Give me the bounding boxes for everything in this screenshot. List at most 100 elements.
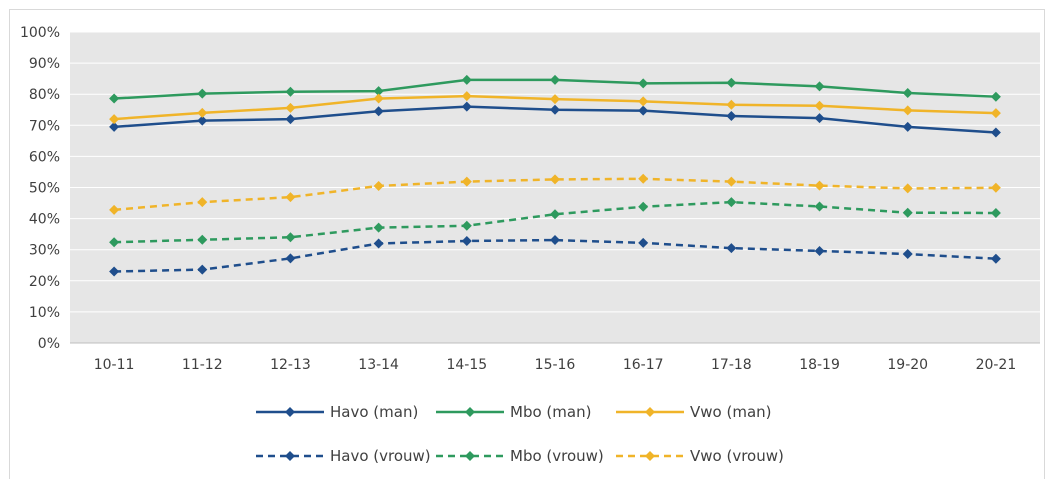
legend-entry: Vwo (vrouw): [616, 447, 784, 465]
x-tick-label: 11-12: [182, 357, 223, 373]
data-point: [902, 87, 913, 98]
y-tick-label: 90%: [29, 56, 60, 72]
data-point: [726, 176, 737, 187]
series-line: [113, 177, 996, 212]
data-point: [990, 91, 1001, 102]
data-point: [638, 237, 649, 248]
series-vwo-vrouw: [109, 173, 1001, 215]
data-point: [638, 173, 649, 184]
legend: Havo (man) Mbo (man) Vwo (man) Havo (vrouw)…: [256, 403, 784, 465]
y-tick-label: 30%: [29, 243, 60, 259]
data-point: [638, 105, 649, 116]
data-point: [990, 127, 1001, 138]
series-havo-vrouw: [109, 235, 1001, 277]
x-tick-label: 16-17: [623, 357, 664, 373]
legend-entry: Mbo (man): [436, 403, 591, 421]
y-tick-label: 0%: [38, 336, 60, 352]
data-point: [197, 197, 208, 208]
data-point: [109, 114, 120, 125]
series-vwo-man: [109, 91, 1001, 125]
x-axis-ticks: 10-11 11-12 12-13 13-14 14-15 15-16 16-17 17-18…: [94, 357, 1017, 373]
y-axis-ticks: 0% 10% 20% 30% 40% 50% 60% 70% 80% 90% 100%: [20, 25, 60, 352]
data-point: [726, 110, 737, 121]
data-point: [197, 107, 208, 118]
data-point: [814, 100, 825, 111]
legend-swatch-marker: [465, 407, 475, 417]
data-point: [285, 102, 296, 113]
data-point: [285, 253, 296, 264]
data-point: [285, 86, 296, 97]
data-point: [814, 180, 825, 191]
series-line: [114, 238, 996, 273]
series-group: [109, 74, 1001, 277]
x-tick-label: 20-21: [976, 357, 1017, 373]
data-point: [373, 106, 384, 117]
data-point: [638, 201, 649, 212]
y-tick-label: 20%: [29, 274, 60, 290]
data-point: [109, 121, 120, 132]
data-point: [814, 81, 825, 92]
data-point: [197, 264, 208, 275]
data-point: [726, 99, 737, 110]
data-point: [638, 96, 649, 107]
y-tick-label: 40%: [29, 212, 60, 228]
legend-label: Havo (man): [330, 403, 418, 421]
legend-swatch-marker: [285, 451, 295, 461]
legend-entry: Havo (vrouw): [256, 447, 431, 465]
legend-swatch-marker: [465, 451, 475, 461]
data-point: [461, 91, 472, 102]
legend-entry: Havo (man): [256, 403, 418, 421]
data-point: [550, 209, 560, 220]
legend-swatch-marker: [645, 451, 655, 461]
data-point: [726, 197, 737, 208]
legend-label: Mbo (man): [510, 403, 591, 421]
data-point: [461, 74, 472, 85]
series-line: [114, 200, 996, 244]
data-point: [109, 204, 120, 215]
series-mbo-vrouw: [109, 197, 1001, 248]
data-point: [638, 78, 649, 89]
x-tick-label: 13-14: [358, 357, 399, 373]
data-point: [990, 108, 1001, 119]
data-point: [197, 234, 208, 245]
data-point: [814, 245, 825, 256]
data-point: [373, 180, 384, 191]
data-point: [109, 237, 120, 248]
data-point: [902, 207, 913, 218]
y-tick-label: 70%: [29, 118, 60, 134]
series-mbo-man: [109, 74, 1001, 104]
data-point: [373, 86, 384, 97]
x-tick-label: 15-16: [535, 357, 576, 373]
data-point: [902, 249, 913, 260]
data-point: [814, 113, 825, 124]
x-tick-label: 10-11: [94, 357, 135, 373]
legend-swatch-marker: [645, 407, 655, 417]
data-point: [550, 104, 560, 115]
legend-entry: Mbo (vrouw): [436, 447, 604, 465]
data-point: [990, 208, 1001, 219]
data-point: [461, 176, 472, 187]
data-point: [902, 121, 913, 132]
legend-swatch-marker: [285, 407, 295, 417]
data-point: [285, 114, 296, 125]
legend-label: Havo (vrouw): [330, 447, 431, 465]
x-tick-label: 17-18: [711, 357, 752, 373]
legend-entry: Vwo (man): [616, 403, 772, 421]
data-point: [461, 220, 472, 231]
data-point: [550, 74, 560, 85]
data-point: [373, 93, 384, 104]
data-point: [990, 253, 1001, 264]
data-point: [285, 192, 296, 203]
data-point: [550, 94, 560, 105]
y-tick-label: 10%: [29, 305, 60, 321]
data-point: [109, 93, 120, 104]
x-tick-label: 14-15: [446, 357, 487, 373]
legend-label: Mbo (vrouw): [510, 447, 604, 465]
data-point: [990, 182, 1001, 193]
x-tick-label: 19-20: [887, 357, 928, 373]
data-point: [373, 222, 384, 233]
y-tick-label: 100%: [20, 25, 60, 41]
data-point: [902, 183, 913, 194]
data-point: [461, 101, 472, 112]
